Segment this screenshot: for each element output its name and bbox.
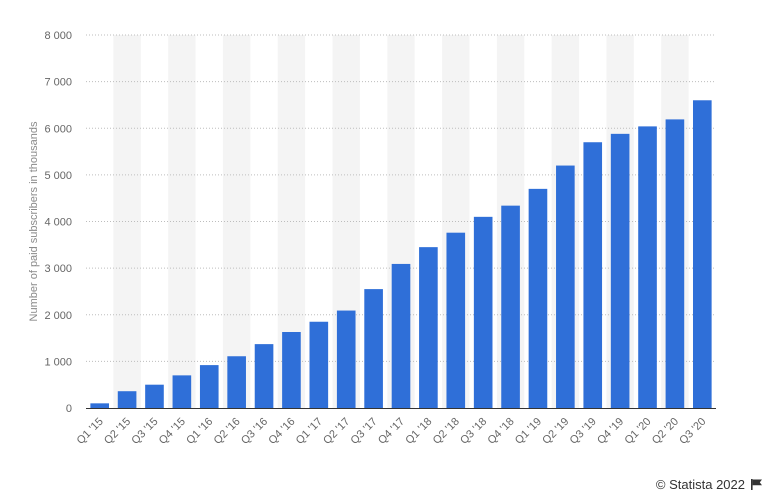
bar[interactable] — [556, 165, 575, 408]
x-tick-label: Q1 '18 — [403, 416, 434, 447]
y-tick-label: 7 000 — [44, 77, 72, 89]
x-tick-label: Q4 '15 — [157, 416, 188, 447]
x-tick-label: Q3 '19 — [568, 416, 599, 447]
bar[interactable] — [145, 384, 164, 408]
x-tick-label: Q3 '17 — [349, 416, 380, 447]
x-tick-label: Q4 '16 — [266, 416, 297, 447]
bar[interactable] — [117, 391, 137, 408]
x-tick-label: Q1 '19 — [513, 416, 544, 447]
y-tick-label: 4 000 — [44, 217, 72, 229]
x-tick-label: Q2 '17 — [321, 416, 352, 447]
statista-credit[interactable]: © Statista 2022 — [656, 477, 763, 492]
bar[interactable] — [446, 232, 466, 408]
x-tick-label: Q4 '19 — [595, 416, 626, 447]
bar[interactable] — [254, 344, 274, 408]
bar[interactable] — [227, 356, 246, 408]
x-tick-label: Q3 '16 — [239, 416, 270, 447]
x-tick-label: Q2 '19 — [540, 416, 571, 447]
y-tick-label: 5 000 — [44, 170, 72, 182]
y-tick-label: 3 000 — [44, 263, 72, 275]
x-tick-label: Q1 '17 — [294, 416, 325, 447]
bar[interactable] — [501, 205, 520, 408]
bar[interactable] — [90, 403, 110, 408]
flag-icon[interactable] — [751, 479, 763, 490]
bar[interactable] — [419, 247, 438, 408]
x-tick-label: Q1 '20 — [622, 416, 653, 447]
y-tick-label: 8 000 — [44, 30, 72, 42]
credit-text: © Statista 2022 — [655, 477, 745, 492]
bar[interactable] — [473, 216, 493, 408]
x-tick-label: Q4 '18 — [486, 416, 517, 447]
bar[interactable] — [336, 310, 356, 408]
bar[interactable] — [172, 375, 192, 408]
y-axis-label: Number of paid subscribers in thousands — [28, 121, 40, 321]
y-axis-ticks: 0 1 000 2 000 3 000 4 000 5 000 6 000 7 000 8 00… — [44, 30, 72, 415]
bar[interactable] — [610, 133, 630, 408]
x-tick-label: Q3 '18 — [458, 416, 489, 447]
x-tick-label: Q4 '17 — [376, 416, 407, 447]
bar[interactable] — [528, 188, 548, 408]
x-tick-label: Q2 '16 — [212, 416, 243, 447]
x-tick-label: Q3 '20 — [677, 416, 708, 447]
bar[interactable] — [692, 100, 712, 409]
bar[interactable] — [199, 365, 219, 408]
y-tick-label: 1 000 — [44, 356, 72, 368]
x-tick-label: Q1 '15 — [75, 416, 106, 447]
x-tick-label: Q1 '16 — [184, 416, 215, 447]
x-tick-label: Q2 '15 — [102, 416, 133, 447]
bars — [90, 100, 712, 409]
bar[interactable] — [391, 263, 411, 408]
bar[interactable] — [583, 142, 603, 409]
x-tick-label: Q3 '15 — [129, 416, 160, 447]
bar[interactable] — [282, 332, 301, 408]
bar[interactable] — [665, 119, 685, 409]
background-band — [113, 35, 141, 408]
bar[interactable] — [364, 289, 383, 408]
x-tick-label: Q2 '20 — [650, 416, 681, 447]
y-tick-label: 6 000 — [44, 123, 72, 135]
bar[interactable] — [638, 126, 657, 408]
bar[interactable] — [309, 321, 329, 408]
x-tick-label: Q2 '18 — [431, 416, 462, 447]
y-tick-label: 2 000 — [44, 310, 72, 322]
y-tick-label: 0 — [66, 403, 72, 415]
